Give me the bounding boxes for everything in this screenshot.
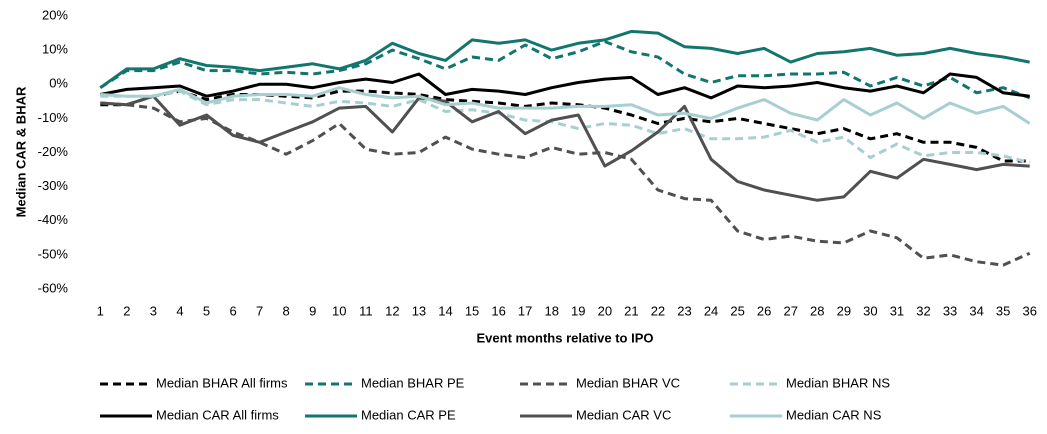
x-tick-label: 12 (385, 303, 399, 318)
y-tick-label: 0% (49, 76, 68, 91)
y-tick-label: 10% (42, 42, 68, 57)
legend-label: Median CAR NS (786, 407, 882, 422)
y-axis-label: Median CAR & BHAR (13, 86, 28, 217)
x-tick-label: 24 (704, 303, 718, 318)
x-tick-label: 4 (176, 303, 183, 318)
x-tick-label: 8 (283, 303, 290, 318)
y-tick-label: -50% (38, 246, 69, 261)
x-tick-label: 7 (256, 303, 263, 318)
x-tick-label: 16 (491, 303, 505, 318)
x-tick-label: 28 (810, 303, 824, 318)
x-tick-label: 3 (150, 303, 157, 318)
y-tick-label: -30% (38, 178, 69, 193)
y-tick-label: -20% (38, 144, 69, 159)
y-tick-label: -10% (38, 110, 69, 125)
x-tick-label: 21 (624, 303, 638, 318)
y-tick-label: -60% (38, 280, 69, 295)
legend-label: Median BHAR All firms (156, 375, 288, 390)
legend-label: Median CAR PE (361, 407, 456, 422)
x-tick-label: 27 (783, 303, 797, 318)
x-tick-label: 23 (677, 303, 691, 318)
series-line (99, 29, 1030, 89)
series-line (100, 86, 1031, 125)
x-tick-label: 32 (916, 303, 930, 318)
x-tick-label: 15 (465, 303, 479, 318)
series-line (99, 40, 1031, 100)
x-tick-label: 6 (229, 303, 236, 318)
x-tick-label: 11 (359, 303, 373, 318)
x-tick-label: 35 (996, 303, 1010, 318)
x-tick-label: 34 (969, 303, 983, 318)
x-tick-label: 33 (943, 303, 957, 318)
legend-label: Median CAR All firms (156, 407, 279, 422)
x-tick-label: 19 (571, 303, 585, 318)
x-tick-label: 14 (438, 303, 452, 318)
x-tick-label: 26 (757, 303, 771, 318)
legend-label: Median CAR VC (576, 407, 671, 422)
legend-label: Median BHAR PE (361, 375, 465, 390)
x-tick-label: 2 (123, 303, 130, 318)
x-tick-label: 1 (97, 303, 104, 318)
x-tick-label: 18 (544, 303, 558, 318)
x-tick-label: 5 (203, 303, 210, 318)
x-tick-label: 30 (863, 303, 877, 318)
x-tick-label: 10 (332, 303, 346, 318)
legend-label: Median BHAR NS (786, 375, 890, 390)
x-tick-label: 13 (412, 303, 426, 318)
series-line (100, 94, 1030, 202)
x-tick-label: 29 (837, 303, 851, 318)
x-tick-label: 20 (598, 303, 612, 318)
x-tick-label: 31 (890, 303, 904, 318)
x-axis-label: Event months relative to IPO (477, 330, 654, 345)
series-line (100, 101, 1031, 267)
y-tick-label: 20% (42, 7, 68, 22)
x-tick-label: 36 (1022, 303, 1036, 318)
y-tick-label: -40% (38, 212, 69, 227)
x-tick-label: 22 (651, 303, 665, 318)
x-tick-label: 9 (309, 303, 316, 318)
series-line (100, 89, 1031, 165)
legend-label: Median BHAR VC (576, 375, 680, 390)
series-line (100, 72, 1030, 100)
x-tick-label: 17 (518, 303, 532, 318)
x-tick-label: 25 (730, 303, 744, 318)
